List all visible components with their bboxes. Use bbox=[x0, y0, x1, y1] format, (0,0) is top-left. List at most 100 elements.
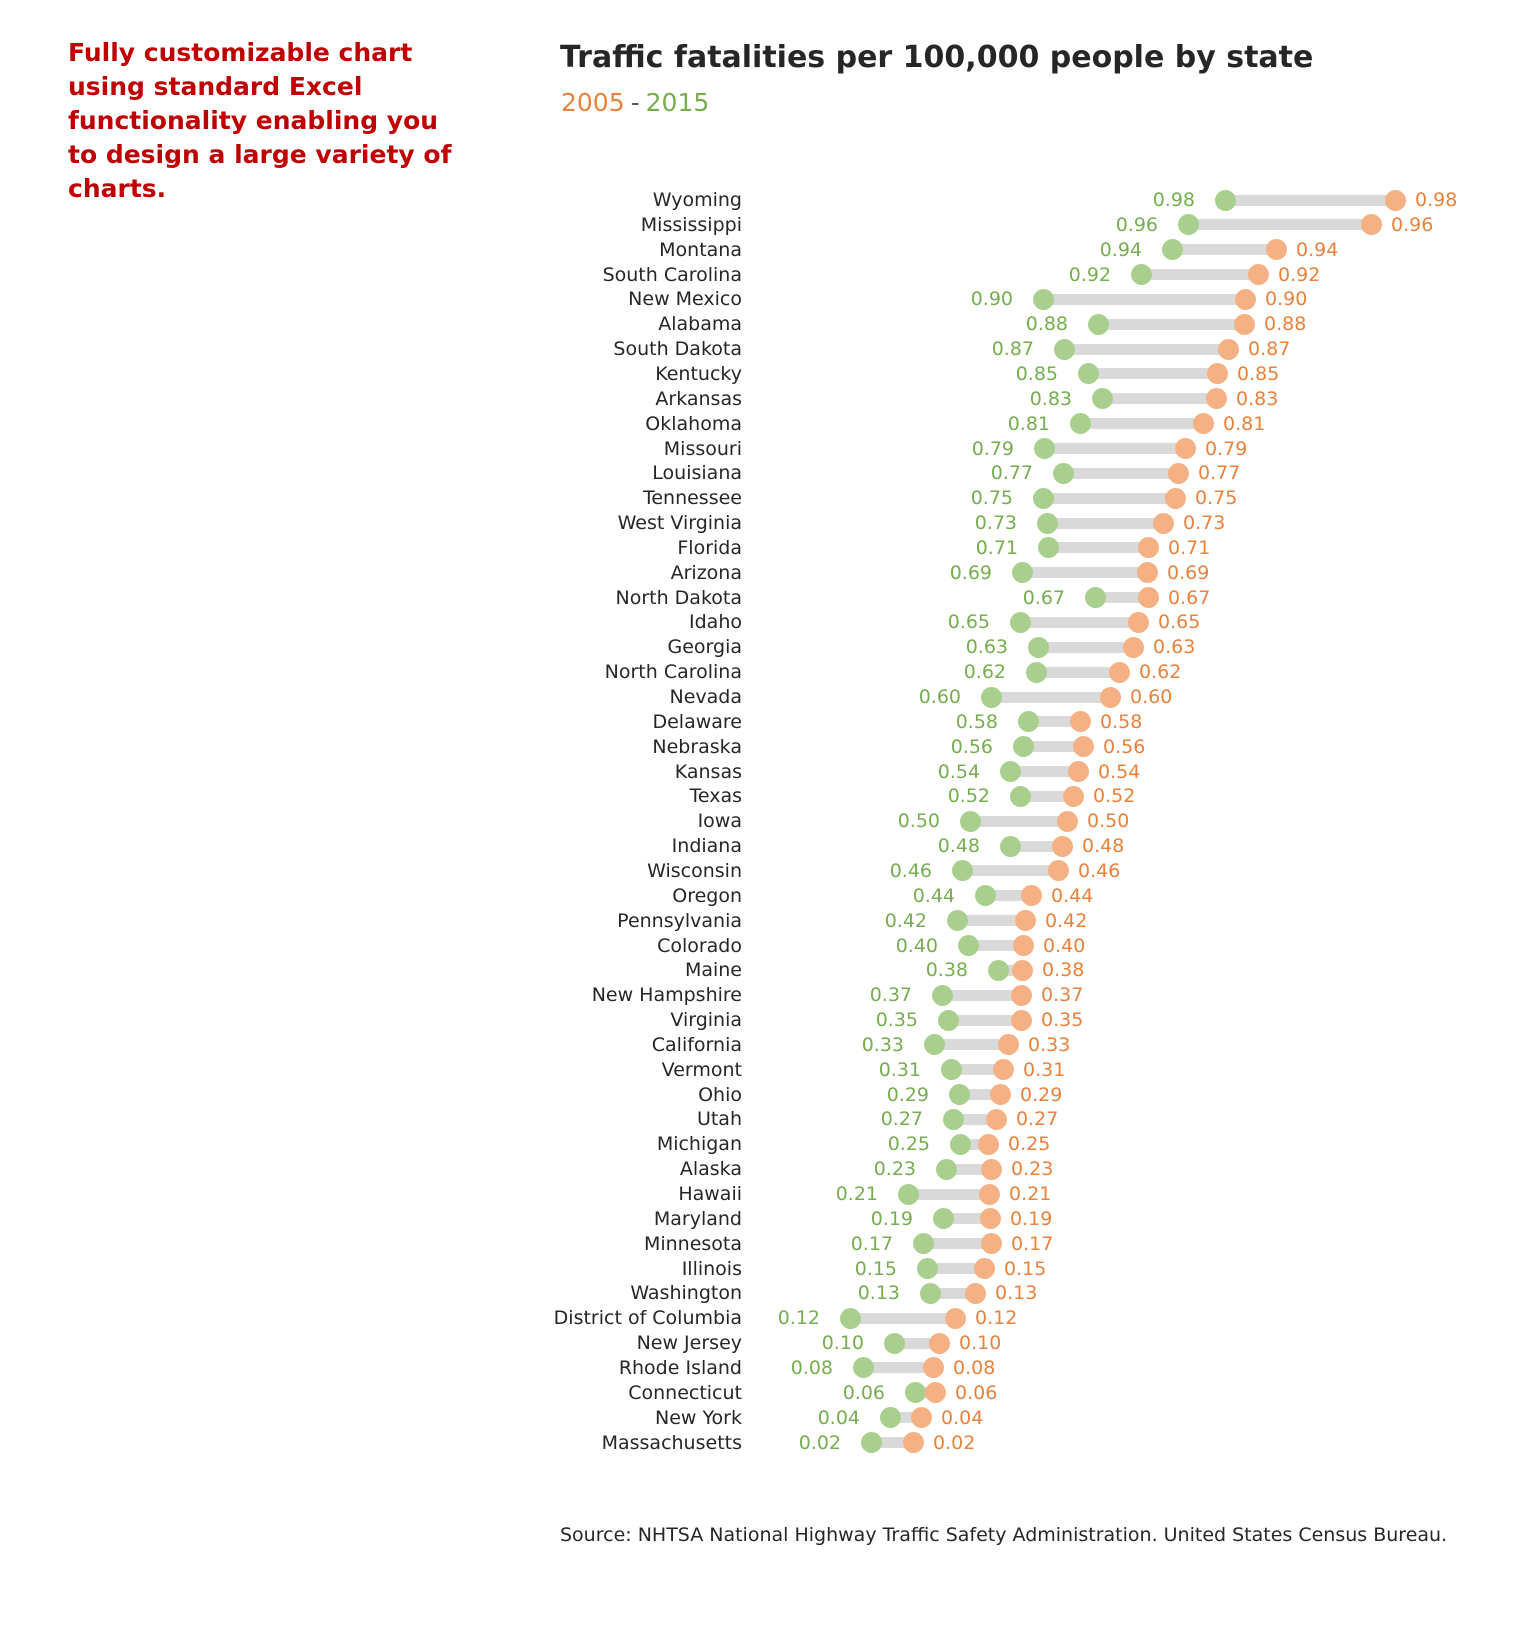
dot-2005 bbox=[1384, 189, 1406, 211]
dot-2005 bbox=[1012, 935, 1034, 956]
dumbbell-connector bbox=[962, 865, 1058, 877]
value-label-2005: 0.50 bbox=[1087, 810, 1130, 833]
value-label-2005: 0.27 bbox=[1016, 1108, 1059, 1131]
value-label-2005: 0.77 bbox=[1198, 462, 1241, 485]
dot-2005 bbox=[944, 1307, 966, 1329]
value-label-2015: 0.63 bbox=[965, 636, 1008, 659]
dumbbell-connector bbox=[1036, 666, 1119, 678]
state-label: Wisconsin bbox=[647, 859, 742, 882]
dot-2005 bbox=[1136, 562, 1158, 584]
annotation-text: Fully customizable chart using standard … bbox=[68, 38, 452, 203]
dot-2015 bbox=[1011, 562, 1033, 584]
state-label: Nevada bbox=[669, 686, 743, 708]
value-label-2015: 0.35 bbox=[875, 1009, 918, 1032]
state-label: Delaware bbox=[652, 710, 742, 733]
dot-2015 bbox=[916, 1258, 938, 1280]
value-label-2015: 0.83 bbox=[1029, 387, 1072, 410]
state-label: Hawaii bbox=[678, 1183, 742, 1205]
dot-2015 bbox=[1077, 363, 1099, 385]
dot-2015 bbox=[879, 1407, 901, 1429]
state-label: Tennessee bbox=[642, 487, 742, 510]
dot-2015 bbox=[931, 984, 953, 1006]
dumbbell-connector bbox=[960, 1138, 988, 1150]
value-label-2015: 0.92 bbox=[1068, 263, 1111, 286]
value-label-2005: 0.60 bbox=[1130, 686, 1173, 708]
dot-2015 bbox=[1091, 388, 1113, 410]
state-label: North Dakota bbox=[615, 586, 743, 609]
dot-2015 bbox=[999, 835, 1021, 857]
dumbbell-connector bbox=[1010, 840, 1062, 852]
state-label: Florida bbox=[677, 536, 742, 559]
dot-2015 bbox=[1025, 661, 1047, 683]
dot-2005 bbox=[1127, 611, 1149, 633]
dumbbell-connector bbox=[1020, 616, 1138, 628]
value-label-2015: 0.58 bbox=[955, 710, 998, 733]
dumbbell-connector bbox=[934, 1039, 1008, 1051]
value-label-2015: 0.56 bbox=[950, 735, 993, 758]
dot-2015 bbox=[935, 1158, 957, 1180]
state-label: Rhode Island bbox=[618, 1356, 742, 1379]
state-label: Missouri bbox=[663, 437, 742, 460]
dot-2005 bbox=[1122, 636, 1144, 658]
state-label: Iowa bbox=[697, 810, 742, 833]
dumbbell-connector bbox=[1225, 194, 1395, 206]
dumbbell-connector bbox=[1010, 766, 1078, 778]
dot-2015 bbox=[1032, 288, 1054, 310]
dot-2015 bbox=[932, 1208, 954, 1230]
state-label: Minnesota bbox=[643, 1232, 742, 1255]
state-label: West Virginia bbox=[617, 512, 742, 535]
value-label-2015: 0.29 bbox=[886, 1083, 929, 1106]
dot-2015 bbox=[904, 1382, 926, 1404]
dot-2005 bbox=[1205, 388, 1227, 410]
value-label-2015: 0.48 bbox=[937, 835, 980, 858]
dumbbell-connector bbox=[871, 1437, 913, 1448]
value-label-2005: 0.75 bbox=[1195, 487, 1238, 510]
dot-2005 bbox=[1062, 785, 1084, 807]
value-label-2015: 0.10 bbox=[821, 1332, 864, 1355]
dumbbell-connector bbox=[1028, 716, 1080, 728]
dot-2015 bbox=[1214, 189, 1236, 211]
dot-2005 bbox=[1360, 214, 1382, 236]
state-label: New Mexico bbox=[628, 288, 742, 311]
dot-2015 bbox=[1027, 636, 1049, 658]
dot-2015 bbox=[883, 1332, 905, 1354]
value-label-2015: 0.25 bbox=[887, 1133, 930, 1156]
dumbbell-connector bbox=[942, 989, 1021, 1001]
value-label-2015: 0.17 bbox=[850, 1232, 893, 1255]
value-label-2005: 0.44 bbox=[1051, 884, 1094, 907]
value-label-2015: 0.38 bbox=[925, 959, 968, 982]
dot-2005 bbox=[1047, 860, 1069, 882]
dot-2015 bbox=[1053, 338, 1075, 360]
value-label-2005: 0.62 bbox=[1139, 661, 1182, 684]
dot-2015 bbox=[959, 810, 981, 832]
dot-2005 bbox=[1233, 313, 1255, 335]
dumbbell-connector bbox=[998, 964, 1022, 976]
dot-2005 bbox=[964, 1282, 986, 1304]
dumbbell-connector bbox=[923, 1238, 991, 1250]
dumbbell-connector bbox=[1063, 467, 1178, 479]
dot-2015 bbox=[919, 1282, 941, 1304]
dumbbell-connector bbox=[959, 1089, 1000, 1101]
dot-2015 bbox=[949, 1133, 971, 1155]
dumbbell-connector bbox=[1095, 592, 1148, 604]
dot-2005 bbox=[1137, 587, 1159, 609]
state-label: Mississippi bbox=[640, 213, 742, 236]
dumbbell-connector bbox=[890, 1412, 921, 1424]
value-label-2005: 0.35 bbox=[1041, 1009, 1084, 1032]
value-label-2005: 0.88 bbox=[1264, 313, 1307, 336]
dumbbell-connector bbox=[1020, 790, 1073, 802]
value-label-2015: 0.60 bbox=[918, 686, 961, 708]
dot-2005 bbox=[1164, 487, 1186, 509]
state-label: Maine bbox=[684, 959, 742, 982]
dot-2005 bbox=[1247, 264, 1269, 286]
state-label: District of Columbia bbox=[553, 1307, 742, 1330]
dot-2005 bbox=[1020, 885, 1042, 907]
dot-2005 bbox=[1072, 736, 1094, 758]
value-label-2005: 0.37 bbox=[1041, 984, 1084, 1007]
value-label-2005: 0.73 bbox=[1183, 512, 1226, 535]
state-label: Nebraska bbox=[652, 735, 742, 758]
dot-2005 bbox=[1051, 835, 1073, 857]
dot-2015 bbox=[1084, 587, 1106, 609]
dumbbell-connector bbox=[1088, 368, 1217, 380]
